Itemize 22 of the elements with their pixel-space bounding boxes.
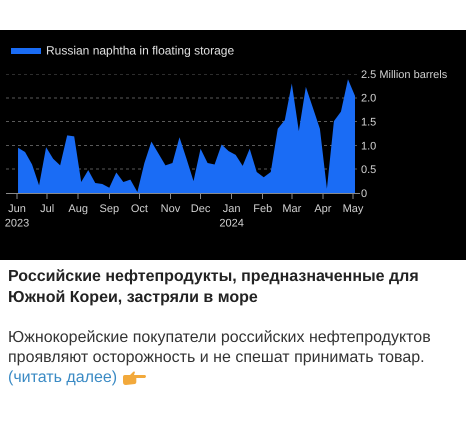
y-tick-label: 2.5 Million barrels: [361, 68, 448, 81]
y-tick-label: 1.5: [361, 116, 376, 128]
x-tick-label: Jul: [40, 203, 54, 216]
y-tick-label: 2.0: [361, 92, 376, 105]
x-tick-label: Dec: [190, 203, 211, 216]
y-tick-label: 0: [361, 188, 368, 200]
x-tick-label: Mar: [282, 203, 302, 216]
x-tick-label: Jun 2023: [4, 203, 30, 230]
x-tick-label: Apr: [314, 203, 332, 216]
legend-label: Russian naphtha in floating storage: [46, 44, 234, 58]
x-tick-label: Sep: [100, 203, 120, 216]
text: Южнокорейские покупатели российских нефтепродуктов проявляют осторожность и не спешат принимать товар.: [8, 328, 432, 368]
x-tick-label: Nov: [160, 203, 181, 216]
text: (читать далее): [8, 368, 118, 388]
text: Российские нефтепродукты, предназначенные для Южной Кореи, застряли в море: [8, 267, 420, 308]
x-tick-label: Aug: [68, 203, 88, 216]
x-tick-label: Feb: [253, 203, 272, 216]
x-tick-label: May: [342, 203, 364, 216]
x-tick-label: Jan 2024: [219, 203, 244, 230]
y-tick-label: 1.0: [361, 140, 376, 152]
x-tick-label: Oct: [130, 203, 148, 216]
y-tick-label: 0.5: [361, 164, 376, 176]
